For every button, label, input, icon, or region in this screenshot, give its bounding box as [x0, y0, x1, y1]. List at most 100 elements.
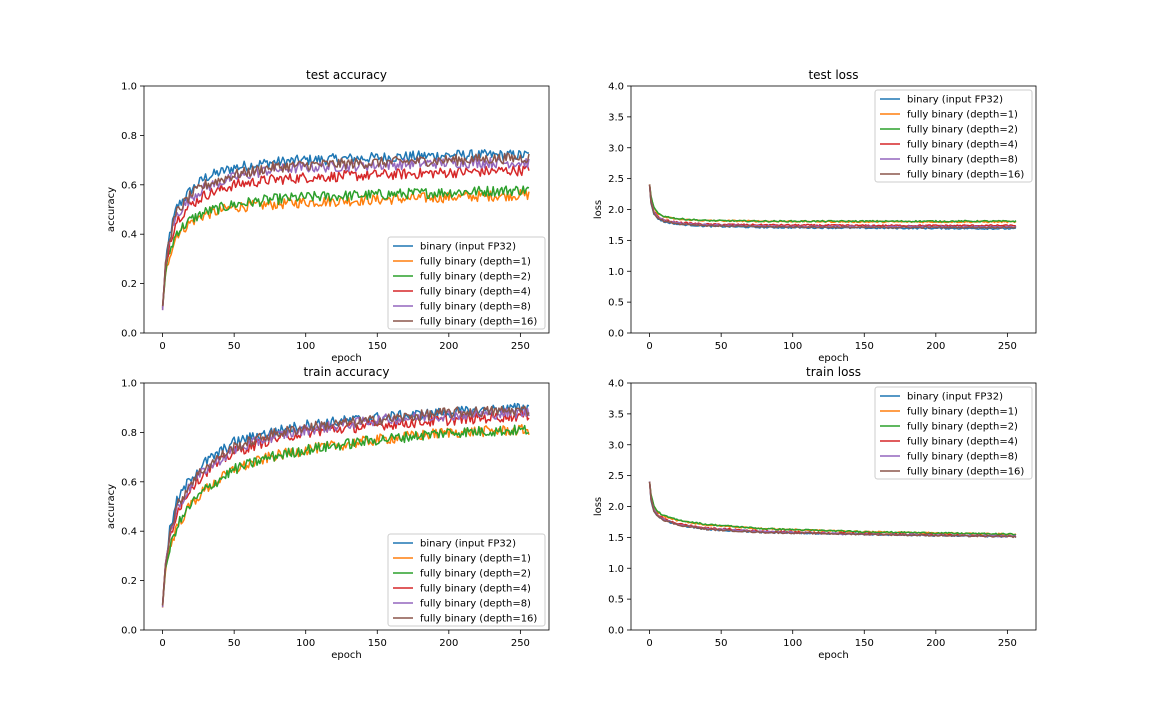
x-tick-label: 200 [926, 638, 945, 649]
subplot-4: 0 50 100 150 200 250 0.0 0.5 1.0 1.5 2.0 2.5 3.0 3.5 4… [593, 365, 1037, 661]
series-group [648, 184, 1017, 231]
legend-frame [387, 236, 546, 330]
x-axis-label: epoch [818, 650, 848, 661]
y-tick-label: 1.0 [608, 564, 624, 575]
legend-entry: fully binary (depth=8) [420, 302, 531, 313]
x-tick-label: 200 [439, 638, 458, 649]
y-tick-label: 0.4 [121, 230, 137, 241]
y-tick-label: 1.0 [121, 82, 137, 93]
y-tick-label: 2.0 [608, 502, 624, 513]
y-tick-label: 2.5 [608, 174, 624, 185]
x-tick-label: 50 [228, 638, 241, 649]
x-tick-label: 250 [511, 341, 530, 352]
legend-entry: fully binary (depth=2) [907, 125, 1018, 136]
legend-entry: fully binary (depth=1) [420, 554, 531, 565]
legend-entry: binary (input FP32) [907, 392, 1003, 403]
series-line-6 [161, 405, 530, 606]
series-line-4 [648, 184, 1017, 227]
legend: binary (input FP32) fully binary (depth=1… [874, 89, 1033, 183]
legend-entry: fully binary (depth=2) [420, 272, 531, 283]
legend-entry: fully binary (depth=16) [420, 317, 537, 328]
y-tick-label: 0.8 [121, 428, 137, 439]
axes-frame [143, 85, 550, 334]
legend-entry: fully binary (depth=16) [907, 467, 1024, 478]
y-tick-label: 1.5 [608, 236, 624, 247]
series-line-4 [161, 164, 530, 308]
y-tick-label: 0.2 [121, 279, 137, 290]
x-tick-label: 250 [998, 341, 1017, 352]
x-axis-label: epoch [331, 650, 361, 661]
y-tick-label: 0.6 [121, 180, 137, 191]
x-tick-label: 50 [715, 638, 728, 649]
series-line-1 [161, 149, 529, 308]
x-tick-label: 50 [228, 341, 241, 352]
series-line-3 [161, 424, 530, 606]
y-tick-label: 3.5 [608, 409, 624, 420]
x-axis-label: epoch [818, 353, 848, 364]
y-tick-label: 0.2 [121, 576, 137, 587]
legend-entry: fully binary (depth=16) [907, 170, 1024, 181]
x-tick-label: 0 [159, 638, 165, 649]
series-line-6 [648, 185, 1017, 229]
legend-entry: binary (input FP32) [420, 539, 516, 550]
x-axis-label: epoch [331, 353, 361, 364]
series-line-5 [161, 156, 530, 311]
x-tick-label: 150 [368, 638, 387, 649]
y-tick-label: 4.0 [608, 379, 624, 390]
y-tick-label: 1.5 [608, 533, 624, 544]
axes-frame [143, 382, 550, 631]
series-line-1 [648, 184, 1017, 231]
y-axis-label: loss [593, 497, 604, 516]
y-tick-label: 0.0 [608, 626, 624, 637]
chart-title: test accuracy [306, 68, 387, 82]
y-tick-label: 0.0 [608, 329, 624, 340]
legend-entry: fully binary (depth=2) [420, 569, 531, 580]
subplot-3: 0 50 100 150 200 250 0.0 0.2 0.4 0.6 0.8 1.0 train a… [106, 365, 550, 661]
series-line-6 [161, 152, 530, 306]
legend-entry: fully binary (depth=8) [907, 155, 1018, 166]
x-tick-label: 0 [646, 341, 652, 352]
y-tick-label: 3.0 [608, 440, 624, 451]
legend-entry: fully binary (depth=4) [907, 437, 1018, 448]
y-tick-label: 2.5 [608, 471, 624, 482]
x-tick-label: 100 [296, 341, 315, 352]
legend-entry: fully binary (depth=2) [907, 422, 1018, 433]
legend-entry: fully binary (depth=1) [907, 110, 1018, 121]
x-tick-label: 200 [926, 341, 945, 352]
series-line-3 [648, 184, 1017, 223]
legend-entry: fully binary (depth=1) [420, 257, 531, 268]
legend-entry: fully binary (depth=8) [907, 452, 1018, 463]
y-tick-label: 3.5 [608, 112, 624, 123]
y-tick-label: 0.5 [608, 595, 624, 606]
legend-entry: fully binary (depth=4) [907, 140, 1018, 151]
x-tick-label: 0 [159, 341, 165, 352]
legend-entry: fully binary (depth=8) [420, 599, 531, 610]
legend: binary (input FP32) fully binary (depth=1… [387, 533, 546, 627]
chart-title: test loss [808, 68, 858, 82]
legend-frame [387, 533, 546, 627]
x-tick-label: 100 [296, 638, 315, 649]
subplot-1: 0 50 100 150 200 250 0.0 0.2 0.4 0.6 0.8 1.0 test ac… [106, 68, 550, 364]
x-tick-label: 150 [855, 341, 874, 352]
series-line-2 [648, 184, 1017, 224]
series-group [648, 481, 1017, 539]
y-axis-label: accuracy [106, 187, 117, 232]
legend-entry: fully binary (depth=4) [420, 584, 531, 595]
y-tick-label: 0.0 [121, 329, 137, 340]
y-tick-label: 0.0 [121, 626, 137, 637]
legend-frame [874, 89, 1033, 183]
y-tick-label: 1.0 [121, 379, 137, 390]
chart-title: train loss [806, 365, 861, 379]
y-tick-label: 0.4 [121, 527, 137, 538]
x-tick-label: 250 [511, 638, 530, 649]
y-tick-label: 4.0 [608, 82, 624, 93]
series-line-3 [161, 185, 530, 309]
x-tick-label: 250 [998, 638, 1017, 649]
legend-entry: binary (input FP32) [907, 95, 1003, 106]
series-group [161, 402, 530, 608]
x-tick-label: 0 [646, 638, 652, 649]
x-tick-label: 150 [368, 341, 387, 352]
x-tick-label: 100 [783, 341, 802, 352]
legend-frame [874, 386, 1033, 480]
